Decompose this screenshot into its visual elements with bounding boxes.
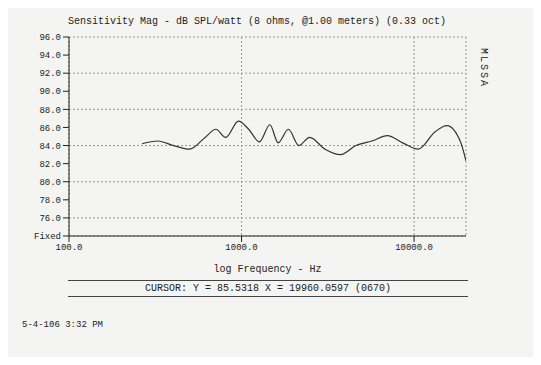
svg-text:76.0: 76.0 [39, 214, 61, 224]
svg-text:90.0: 90.0 [39, 87, 61, 97]
svg-text:10000.0: 10000.0 [395, 243, 433, 253]
svg-text:Fixed: Fixed [34, 232, 61, 242]
svg-text:92.0: 92.0 [39, 69, 61, 79]
svg-text:94.0: 94.0 [39, 51, 61, 61]
html-text:CURSOR: Y = 85.5318 X = 19960.: CURSOR: Y = 85.5318 X = 19960.0597 (0670… [145, 283, 391, 294]
svg-text:78.0: 78.0 [39, 196, 61, 206]
svg-text:80.0: 80.0 [39, 178, 61, 188]
svg-text:96.0: 96.0 [39, 33, 61, 43]
svg-text:82.0: 82.0 [39, 160, 61, 170]
svg-text:84.0: 84.0 [39, 142, 61, 152]
svg-text:100.0: 100.0 [55, 243, 82, 253]
html-text:MLSSA: MLSSA [478, 48, 489, 88]
svg-text:1000.0: 1000.0 [225, 243, 257, 253]
svg-text:88.0: 88.0 [39, 106, 61, 116]
svg-text:log Frequency - Hz: log Frequency - Hz [213, 264, 321, 275]
svg-text:86.0: 86.0 [39, 124, 61, 134]
html-text:5-4-106 3:32 PM: 5-4-106 3:32 PM [22, 320, 103, 330]
html-text:Sensitivity Mag - dB SPL/watt: Sensitivity Mag - dB SPL/watt (8 ohms, @… [68, 16, 447, 27]
